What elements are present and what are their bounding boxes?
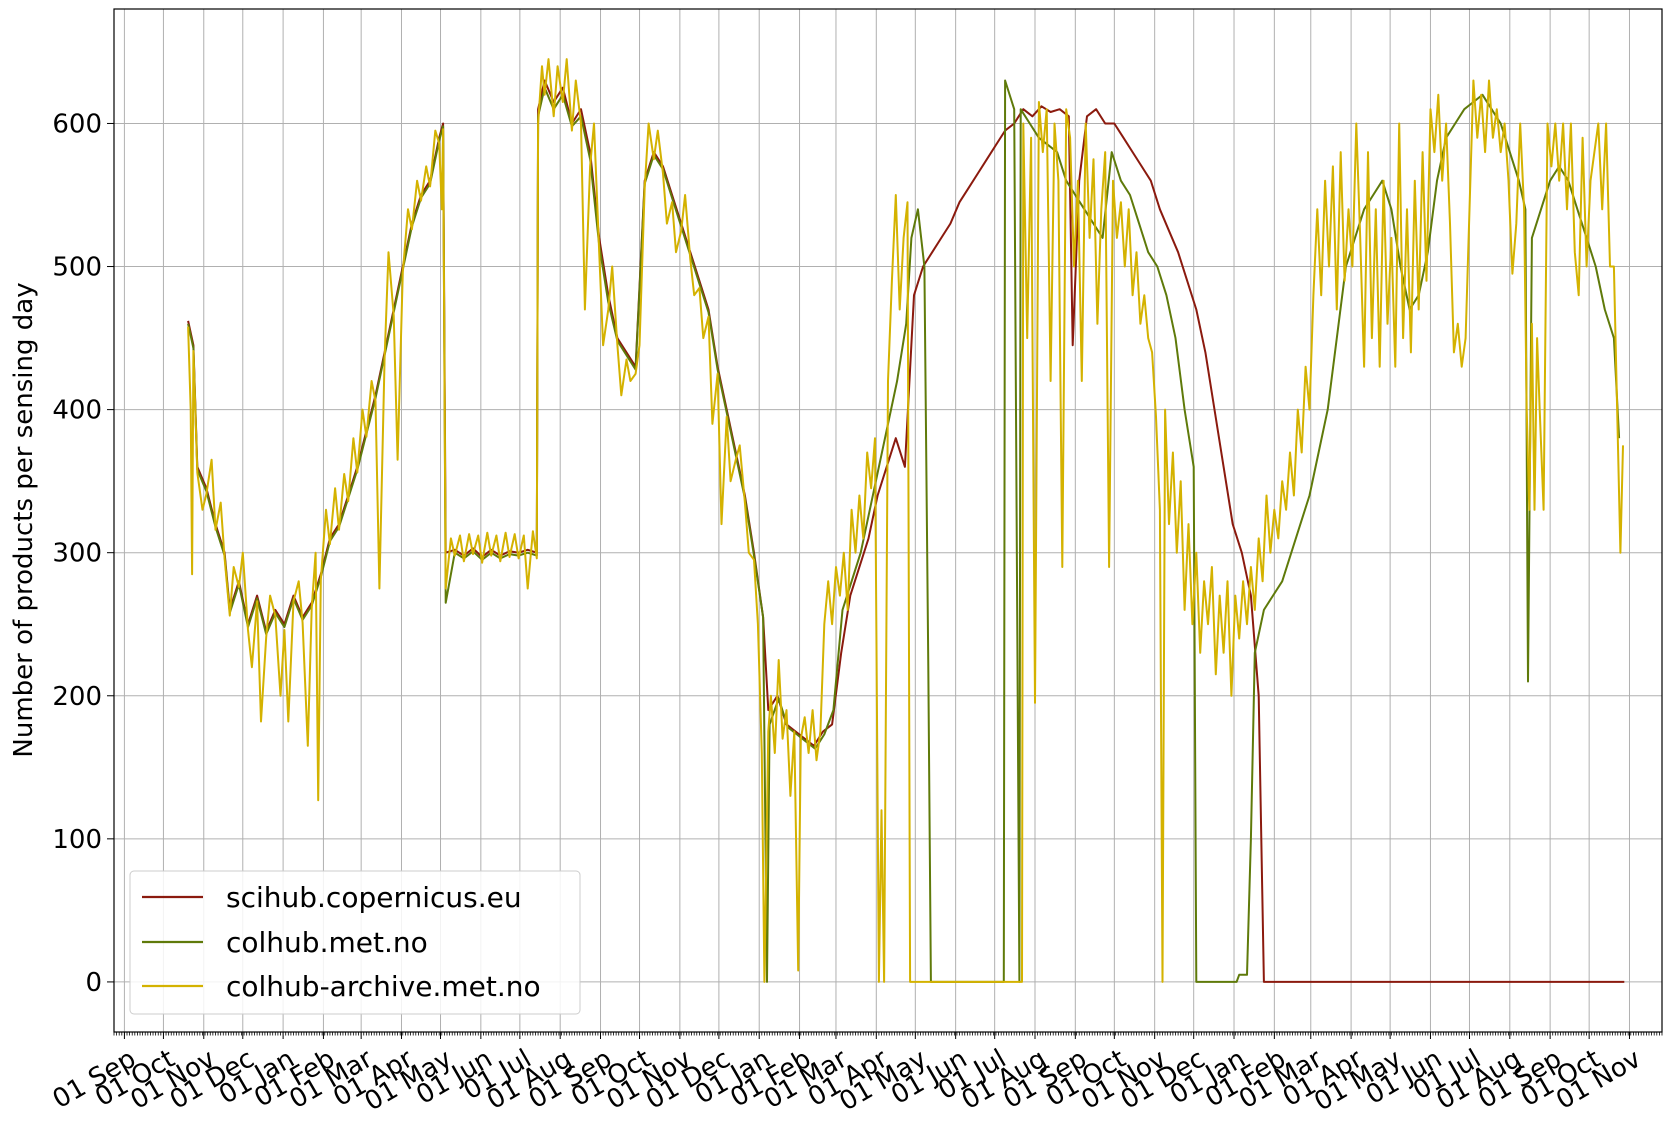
series-group [187,58,1625,983]
y-tick-label: 400 [52,396,102,426]
legend-label-colhub-archive: colhub-archive.met.no [226,970,541,1003]
y-tick-label: 200 [52,682,102,712]
legend-label-scihub: scihub.copernicus.eu [226,881,522,914]
y-tick-label: 100 [52,825,102,855]
grid [114,9,1662,1032]
y-tick-label: 0 [85,968,102,998]
legend-label-colhub: colhub.met.no [226,926,428,959]
y-tick-label: 600 [52,109,102,139]
legend-box [129,870,581,1015]
plot-frame [113,8,1663,1033]
series-line-colhub-archive [187,58,1624,983]
y-axis: 0 100 200 300 400 500 600 [52,109,114,998]
y-axis-label: Number of products per sensing day [9,282,39,757]
y-tick-label: 300 [52,539,102,569]
y-tick-label: 500 [52,253,102,283]
legend: scihub.copernicus.eu colhub.met.no colhu… [129,870,581,1015]
